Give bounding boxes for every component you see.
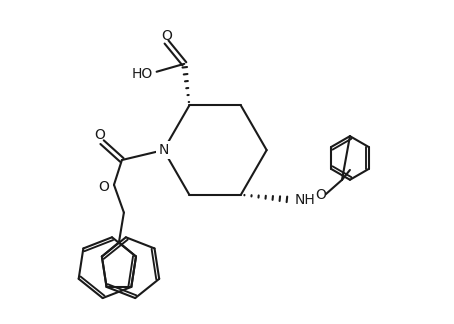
Text: NH: NH (294, 193, 315, 207)
Text: O: O (99, 180, 109, 194)
Text: O: O (95, 128, 105, 142)
Text: HO: HO (132, 67, 153, 81)
Text: N: N (158, 143, 169, 157)
Text: O: O (161, 29, 172, 43)
Text: O: O (315, 188, 326, 202)
